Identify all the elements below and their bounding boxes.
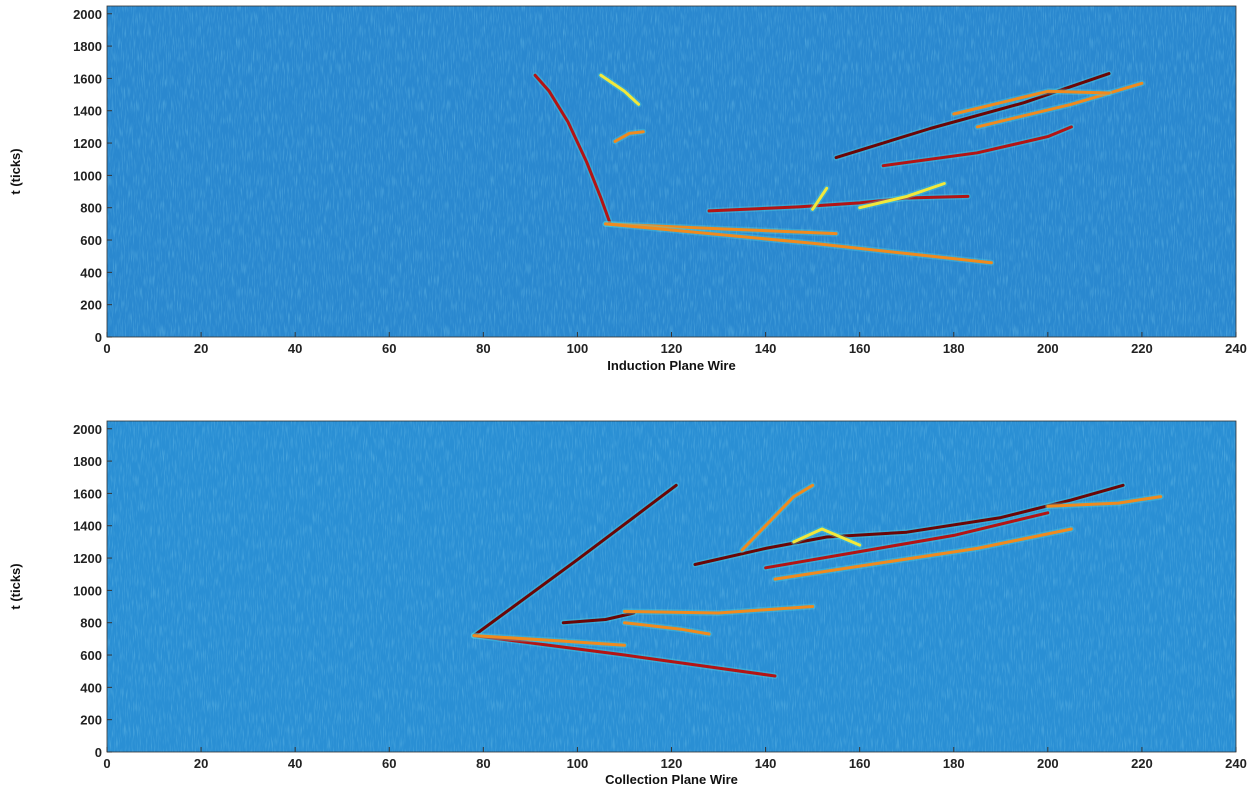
y-tick-label: 1800 bbox=[73, 454, 102, 469]
y-tick-label: 0 bbox=[95, 745, 102, 760]
track-line bbox=[533, 73, 612, 226]
track-line bbox=[834, 72, 1111, 160]
y-tick-label: 200 bbox=[80, 713, 102, 728]
x-tick-label: 120 bbox=[661, 756, 683, 771]
x-tick-label: 20 bbox=[194, 341, 208, 356]
x-tick-label: 40 bbox=[288, 341, 302, 356]
track-line bbox=[707, 194, 970, 213]
x-tick-label: 80 bbox=[476, 341, 490, 356]
track-line bbox=[623, 621, 711, 636]
track-line bbox=[472, 483, 678, 638]
x-tick-label: 100 bbox=[567, 756, 589, 771]
track-line bbox=[472, 634, 777, 678]
track-line bbox=[623, 605, 815, 615]
y-tick-label: 1800 bbox=[73, 39, 102, 54]
y-tick-label: 1600 bbox=[73, 486, 102, 501]
track-line bbox=[604, 222, 993, 265]
x-tick-label: 140 bbox=[755, 341, 777, 356]
track-line bbox=[858, 182, 946, 210]
y-tick-label: 1400 bbox=[73, 519, 102, 534]
y-tick-label: 0 bbox=[95, 330, 102, 345]
x-axis-label: Collection Plane Wire bbox=[605, 772, 738, 787]
y-tick-label: 1600 bbox=[73, 71, 102, 86]
collection-plane-panel: 0 20 40 60 80 100 120 140 160 180 200 220 240 0 200 400… bbox=[8, 420, 1247, 787]
y-tick-label: 1000 bbox=[73, 583, 102, 598]
x-tick-label: 60 bbox=[382, 756, 396, 771]
x-tick-label: 160 bbox=[849, 341, 871, 356]
track-line bbox=[881, 125, 1073, 168]
x-tick-label: 0 bbox=[103, 341, 110, 356]
tracks-layer bbox=[532, 70, 1145, 266]
track-line bbox=[599, 73, 641, 106]
x-tick-label: 220 bbox=[1131, 756, 1153, 771]
x-tick-label: 220 bbox=[1131, 341, 1153, 356]
y-tick-label: 600 bbox=[80, 648, 102, 663]
y-tick-label: 600 bbox=[80, 233, 102, 248]
x-tick-label: 0 bbox=[103, 756, 110, 771]
y-axis-label: t (ticks) bbox=[8, 148, 23, 194]
x-tick-label: 40 bbox=[288, 756, 302, 771]
x-tick-label: 140 bbox=[755, 756, 777, 771]
tracks-layer bbox=[470, 482, 1164, 679]
noise-texture bbox=[107, 421, 1236, 752]
x-tick-label: 120 bbox=[661, 341, 683, 356]
y-tick-label: 200 bbox=[80, 298, 102, 313]
track-line bbox=[472, 634, 626, 647]
y-axis-label: t (ticks) bbox=[8, 563, 23, 609]
track-line bbox=[952, 89, 1111, 116]
x-tick-label: 80 bbox=[476, 756, 490, 771]
x-tick-label: 240 bbox=[1225, 756, 1247, 771]
track-line bbox=[693, 483, 1125, 566]
x-tick-label: 20 bbox=[194, 756, 208, 771]
track-line bbox=[975, 81, 1144, 129]
induction-plane-panel: 0 20 40 60 80 100 120 140 160 180 200 220 240 0 200 400… bbox=[8, 5, 1247, 373]
y-tick-label: 800 bbox=[80, 616, 102, 631]
y-tick-label: 1200 bbox=[73, 136, 102, 151]
y-tick-label: 400 bbox=[80, 680, 102, 695]
x-tick-label: 100 bbox=[567, 341, 589, 356]
y-tick-label: 1400 bbox=[73, 104, 102, 119]
track-line bbox=[811, 186, 829, 211]
track-line bbox=[613, 130, 645, 143]
y-tick-label: 400 bbox=[80, 265, 102, 280]
noise-texture bbox=[107, 6, 1236, 337]
track-line bbox=[740, 483, 815, 552]
x-tick-label: 60 bbox=[382, 341, 396, 356]
y-tick-label: 1000 bbox=[73, 168, 102, 183]
track-line bbox=[773, 527, 1073, 581]
x-tick-label: 240 bbox=[1225, 341, 1247, 356]
y-tick-label: 2000 bbox=[73, 422, 102, 437]
x-tick-label: 160 bbox=[849, 756, 871, 771]
y-tick-label: 1200 bbox=[73, 551, 102, 566]
x-tick-label: 180 bbox=[943, 341, 965, 356]
x-tick-label: 200 bbox=[1037, 756, 1059, 771]
track-line bbox=[561, 611, 636, 625]
x-axis-label: Induction Plane Wire bbox=[607, 358, 735, 373]
x-tick-label: 200 bbox=[1037, 341, 1059, 356]
y-tick-label: 2000 bbox=[73, 7, 102, 22]
x-tick-label: 180 bbox=[943, 756, 965, 771]
track-line bbox=[604, 222, 838, 236]
track-line bbox=[792, 527, 862, 547]
track-line bbox=[1046, 495, 1163, 508]
track-line bbox=[764, 511, 1050, 570]
y-tick-label: 800 bbox=[80, 201, 102, 216]
